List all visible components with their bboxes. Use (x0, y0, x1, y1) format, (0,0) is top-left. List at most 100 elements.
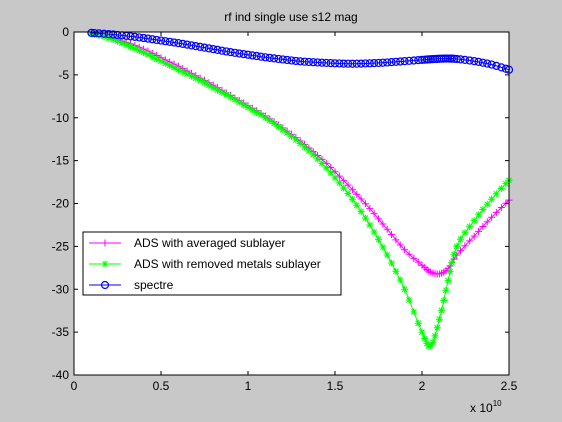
data-point (288, 132, 295, 140)
data-point (418, 328, 426, 336)
data-point (322, 164, 330, 172)
data-point (179, 68, 187, 76)
data-point (327, 169, 335, 177)
data-point (317, 58, 327, 67)
data-point (470, 217, 478, 225)
data-point (442, 286, 450, 294)
data-point (488, 213, 496, 221)
data-point (296, 57, 305, 66)
data-point (170, 64, 178, 72)
data-point (139, 33, 148, 43)
data-point (166, 61, 174, 69)
data-point (492, 61, 501, 70)
data-point (226, 48, 235, 57)
data-point (483, 200, 491, 208)
data-point (423, 339, 431, 347)
data-point (343, 59, 353, 68)
data-point (214, 86, 222, 94)
data-point (487, 60, 496, 69)
data-point (357, 208, 365, 216)
data-point (348, 186, 356, 194)
x-tick-label: 0 (71, 379, 78, 393)
data-point (396, 57, 405, 66)
data-point (466, 223, 474, 231)
data-point (438, 306, 446, 314)
y-tick-label: -5 (58, 68, 69, 82)
data-point (191, 42, 200, 51)
data-point (104, 30, 113, 39)
data-point (370, 210, 378, 218)
data-point (309, 151, 317, 159)
data-point (492, 190, 500, 198)
y-tick-label: -35 (52, 325, 70, 339)
data-point (278, 55, 287, 64)
data-point (427, 342, 435, 350)
data-point (304, 57, 313, 67)
data-point (156, 36, 166, 45)
data-point (383, 251, 391, 259)
data-point (379, 243, 387, 251)
data-point (196, 77, 204, 85)
x-tick-label: 2.5 (501, 379, 518, 393)
data-point (261, 114, 269, 122)
data-point (452, 54, 461, 64)
data-point (396, 241, 404, 249)
data-point (148, 53, 156, 61)
data-point (114, 37, 121, 45)
x-exponent-base: x 10 (470, 401, 493, 415)
data-point (248, 106, 256, 114)
data-point (400, 57, 409, 66)
data-point (126, 32, 135, 41)
x-exponent-power: 10 (493, 399, 502, 408)
legend-marker (101, 239, 109, 247)
data-point (405, 56, 414, 65)
data-point (266, 117, 274, 125)
legend-item-1: ADS with averaged sublayer (89, 236, 285, 250)
data-point (444, 277, 452, 285)
y-tick-label: 0 (62, 25, 69, 39)
data-point (204, 44, 213, 53)
data-point (165, 37, 174, 46)
data-point (502, 180, 510, 188)
data-point (446, 268, 454, 276)
data-point (130, 32, 139, 41)
x-tick-label: 1 (245, 379, 252, 393)
data-point (456, 55, 465, 64)
data-point (401, 285, 409, 293)
data-point (357, 59, 366, 68)
data-point (183, 40, 192, 49)
data-point (313, 58, 322, 67)
data-point (265, 53, 274, 62)
data-point (292, 136, 300, 144)
data-point (192, 74, 200, 82)
data-point (301, 143, 309, 151)
data-point (90, 28, 99, 38)
x-tick-label: 2 (419, 379, 426, 393)
data-point (344, 181, 352, 189)
data-point (353, 190, 361, 198)
data-point (441, 54, 451, 63)
data-point (497, 184, 505, 192)
data-point (248, 51, 257, 60)
data-point (287, 56, 296, 65)
data-point (183, 70, 191, 78)
legend-box (82, 231, 342, 296)
data-point (405, 296, 413, 304)
data-point (235, 49, 244, 58)
data-point (421, 335, 429, 343)
data-point (231, 96, 239, 104)
data-point (222, 91, 230, 99)
data-point (391, 57, 400, 66)
data-point (218, 88, 226, 96)
data-point (497, 203, 505, 211)
data-point (433, 324, 441, 332)
data-point (488, 195, 496, 203)
data-point (475, 227, 483, 235)
data-point (370, 59, 379, 68)
data-point (87, 28, 96, 37)
data-point (475, 211, 483, 219)
data-point (122, 41, 130, 49)
data-point (401, 246, 409, 254)
tick-layer: 0 0.5 1 1.5 2 2.5 0 -5 -10 -15 -20 -25 -30 -35 -40 (52, 25, 518, 393)
legend-label: ADS with removed metals sublayer (134, 257, 321, 271)
